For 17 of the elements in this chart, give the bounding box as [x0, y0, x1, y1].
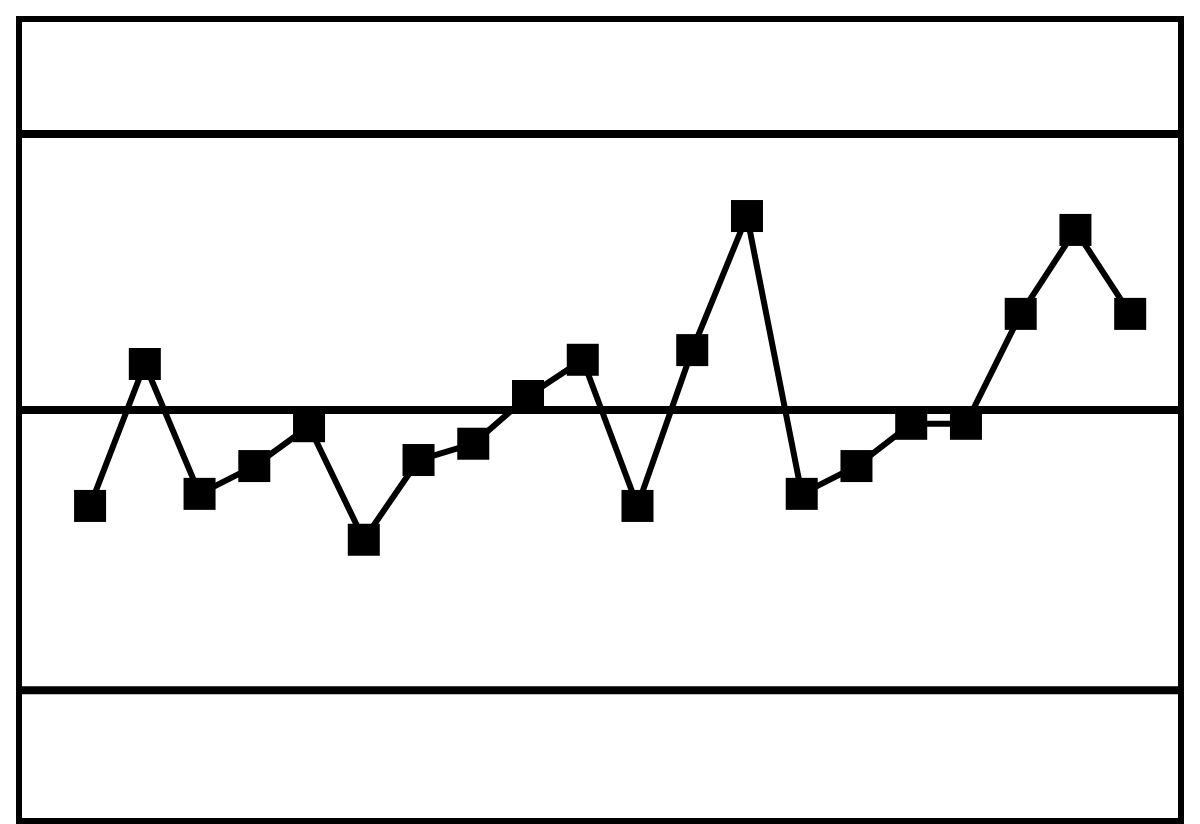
point	[402, 444, 435, 477]
point	[238, 450, 271, 483]
point	[1114, 297, 1147, 330]
point	[183, 477, 216, 510]
point	[621, 489, 654, 522]
point	[566, 343, 599, 376]
point	[74, 489, 107, 522]
point	[347, 523, 380, 556]
point	[840, 450, 873, 483]
point	[128, 348, 161, 381]
point	[457, 427, 490, 460]
point	[730, 200, 763, 233]
point	[1059, 213, 1092, 246]
point	[293, 410, 326, 443]
point	[676, 334, 709, 367]
point	[1004, 297, 1037, 330]
point	[785, 477, 818, 510]
